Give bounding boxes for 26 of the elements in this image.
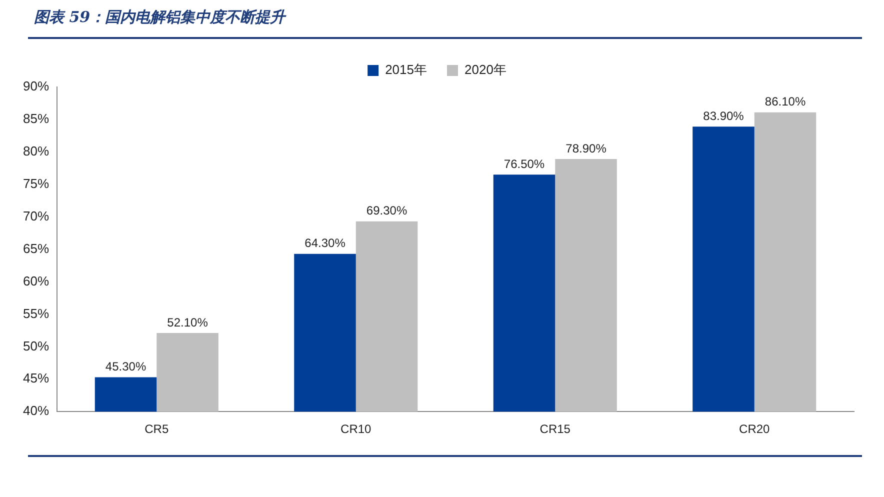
data-label: 69.30% <box>366 204 408 218</box>
data-label: 83.90% <box>703 108 744 123</box>
legend-label: 2020年 <box>464 62 506 78</box>
y-tick-label: 90% <box>22 78 50 94</box>
data-label: 86.10% <box>764 94 806 109</box>
x-tick-label: CR5 <box>144 422 169 436</box>
y-tick-label: 65% <box>22 240 50 256</box>
data-label: 76.50% <box>504 156 545 171</box>
legend-label: 2015年 <box>385 62 427 78</box>
data-label: 78.90% <box>566 141 607 156</box>
y-tick-label: 75% <box>22 176 50 191</box>
data-label: 52.10% <box>167 315 208 330</box>
y-tick-label: 70% <box>22 208 50 224</box>
y-tick-label: 50% <box>22 338 50 354</box>
data-label: 45.30% <box>105 360 146 374</box>
chart-title: 图表 59：国内电解铝集中度不断提升 <box>34 8 286 27</box>
x-tick-label: CR20 <box>739 422 770 436</box>
x-tick-label: CR10 <box>340 422 372 436</box>
y-tick-label: 45% <box>22 370 50 386</box>
y-tick-label: 85% <box>22 111 50 126</box>
y-tick-label: 80% <box>22 144 50 158</box>
x-tick-label: CR15 <box>540 422 571 436</box>
y-tick-label: 40% <box>22 403 50 418</box>
y-tick-label: 55% <box>22 306 50 321</box>
data-label: 64.30% <box>304 236 346 250</box>
y-tick-label: 60% <box>22 273 50 288</box>
